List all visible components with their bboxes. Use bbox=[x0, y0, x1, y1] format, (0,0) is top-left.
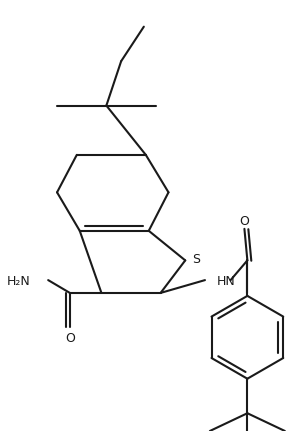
Text: O: O bbox=[65, 331, 75, 344]
Text: H₂N: H₂N bbox=[7, 274, 30, 287]
Text: HN: HN bbox=[217, 274, 235, 287]
Text: S: S bbox=[192, 252, 200, 265]
Text: O: O bbox=[239, 215, 249, 228]
